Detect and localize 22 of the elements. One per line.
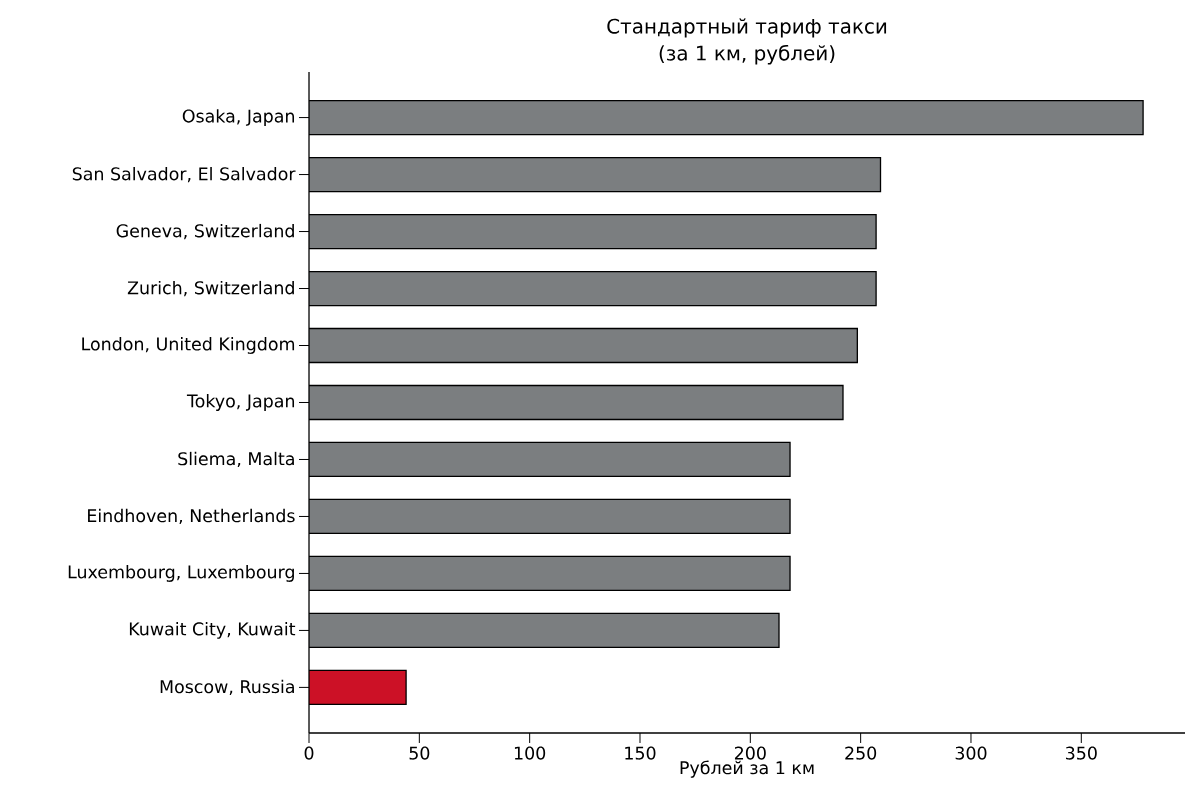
y-tick-label: Sliema, Malta: [178, 451, 294, 468]
x-tick-label: 300: [955, 746, 987, 760]
y-tick-label: Luxembourg, Luxembourg: [68, 565, 294, 582]
x-tick-label: 100: [514, 746, 546, 760]
x-tick-label: 0: [304, 746, 314, 760]
chart-subtitle: (за 1 км, рублей): [659, 44, 835, 65]
y-tick-label: San Salvador, El Salvador: [72, 166, 296, 183]
y-tick-label: Zurich, Switzerland: [127, 280, 294, 297]
x-tick-label: 50: [409, 746, 430, 760]
x-tick-label: 250: [845, 746, 877, 760]
x-tick-label: 150: [625, 746, 656, 760]
x-tick-label: 350: [1066, 746, 1097, 760]
y-tick-label: Eindhoven, Netherlands: [88, 508, 295, 525]
y-tick-label: Geneva, Switzerland: [116, 223, 294, 240]
x-axis-title: Рублей за 1 км: [680, 760, 814, 778]
y-tick-label: London, United Kingdom: [82, 337, 295, 354]
y-tick-label: Osaka, Japan: [182, 109, 295, 127]
y-tick-label: Tokyo, Japan: [186, 394, 295, 411]
y-tick-label: Moscow, Russia: [160, 679, 294, 696]
x-tick-label: 200: [734, 746, 766, 760]
chart-title: Стандартный тариф такси: [607, 18, 887, 38]
y-tick-label: Kuwait City, Kuwait: [129, 621, 296, 639]
